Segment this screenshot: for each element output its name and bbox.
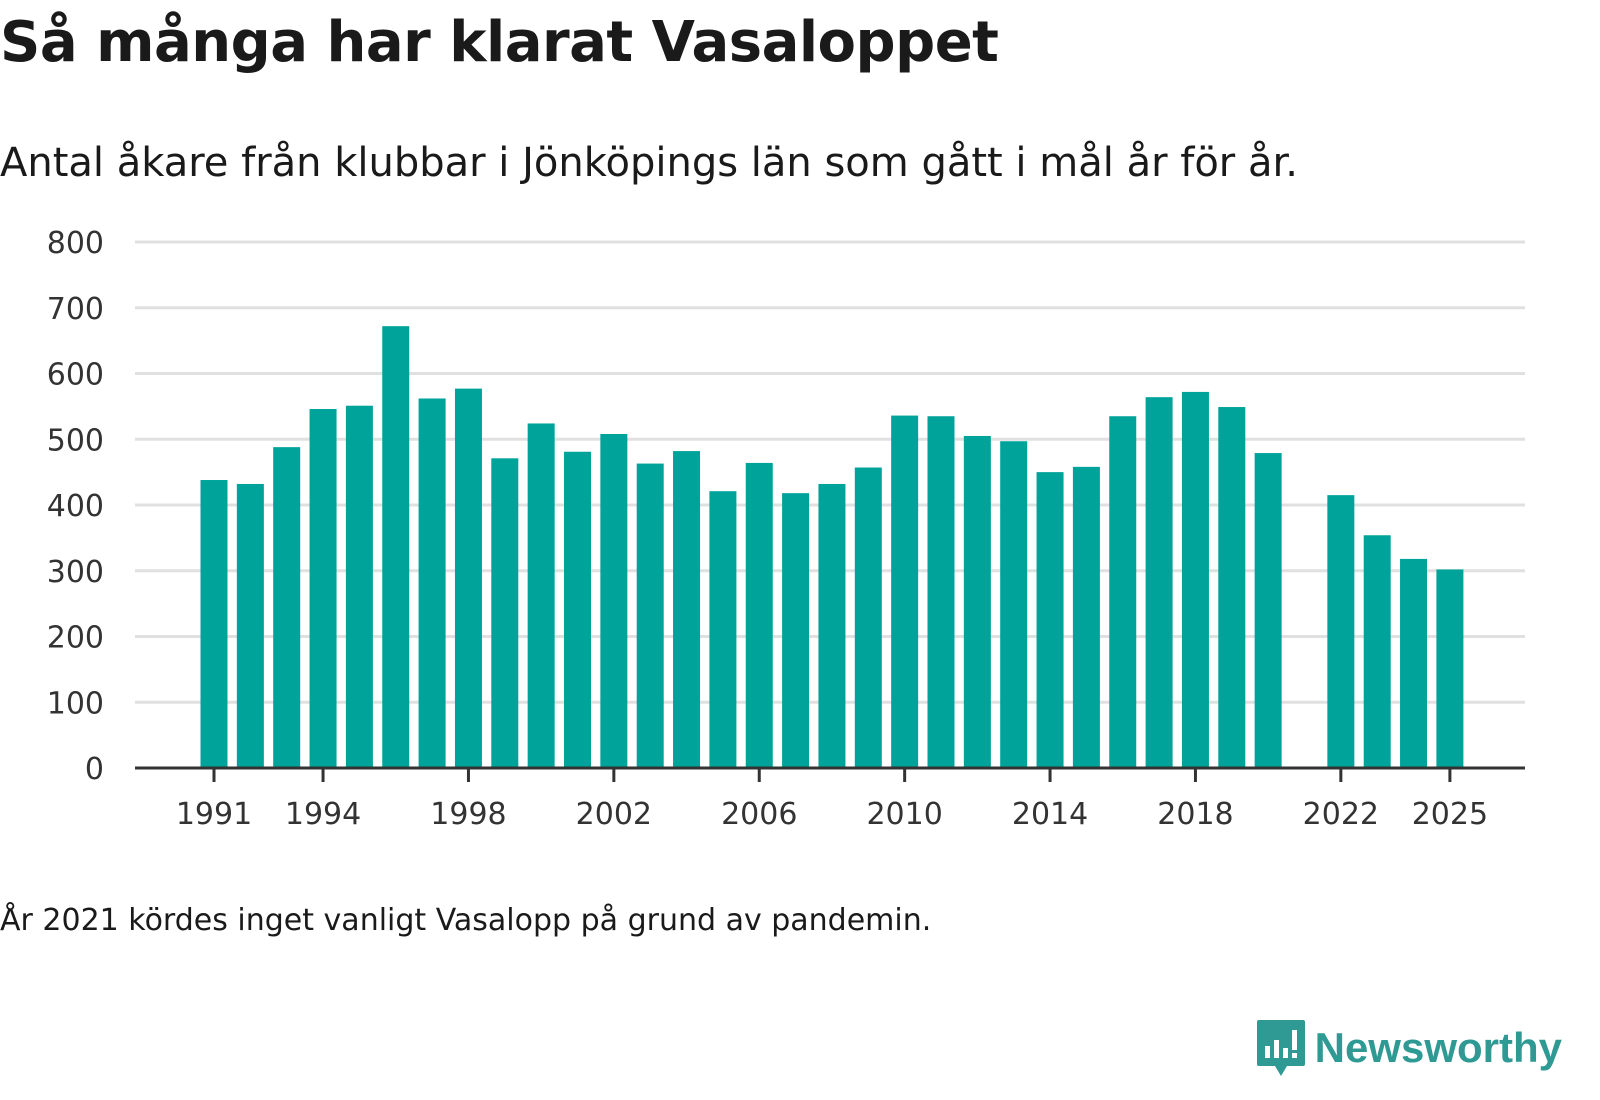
bar-1998 — [454, 388, 482, 768]
bar-2000 — [527, 423, 555, 768]
y-tick-label: 600 — [47, 358, 104, 393]
bar-1994 — [309, 409, 337, 768]
bar-chart: 0 100 200 300 400 500 600 700 800 1991 1994 1998 200… — [47, 226, 1525, 832]
bars — [200, 326, 1464, 768]
bar-1997 — [418, 398, 446, 768]
y-tick-label: 500 — [47, 423, 104, 458]
bar-2005 — [709, 491, 737, 768]
x-tick-label: 2018 — [1157, 797, 1233, 832]
x-tick-label: 1991 — [176, 797, 252, 832]
y-tick-label: 300 — [47, 555, 104, 590]
y-tick-label: 700 — [47, 292, 104, 327]
bar-1999 — [491, 458, 519, 768]
bar-2007 — [782, 493, 810, 768]
bar-2020 — [1254, 453, 1282, 768]
x-tick-label: 1994 — [285, 797, 361, 832]
x-tick-label: 2002 — [576, 797, 652, 832]
y-tick-label: 200 — [47, 621, 104, 656]
bar-2009 — [854, 467, 882, 768]
chart-title: Så många har klarat Vasaloppet — [0, 10, 999, 75]
bar-1992 — [236, 483, 264, 768]
newsworthy-logo-icon — [1256, 1020, 1305, 1076]
bar-2008 — [818, 483, 846, 768]
bar-1995 — [345, 405, 373, 768]
bar-2017 — [1145, 397, 1173, 768]
axes: 0 100 200 300 400 500 600 700 800 1991 1994 1998 200… — [47, 226, 1525, 832]
bar-2022 — [1327, 495, 1355, 768]
y-tick-label: 800 — [47, 226, 104, 261]
bar-2018 — [1181, 391, 1209, 768]
bar-2001 — [564, 451, 591, 768]
bar-1991 — [200, 480, 228, 768]
bar-2006 — [745, 462, 773, 768]
bar-2023 — [1363, 535, 1391, 768]
x-tick-label: 2014 — [1012, 797, 1088, 832]
bar-2014 — [1036, 472, 1064, 768]
y-tick-label: 400 — [47, 489, 104, 524]
chart-subtitle: Antal åkare från klubbar i Jönköpings lä… — [0, 140, 1298, 186]
x-tick-label: 2006 — [721, 797, 797, 832]
x-tick-label: 2022 — [1303, 797, 1379, 832]
bar-2003 — [636, 463, 664, 768]
bar-1996 — [382, 326, 410, 768]
brand-name: Newsworthy — [1314, 1024, 1562, 1071]
x-tick-label: 1998 — [430, 797, 506, 832]
bar-2010 — [891, 415, 919, 768]
bar-2002 — [600, 433, 628, 768]
bar-2004 — [673, 451, 701, 768]
chart-footnote: År 2021 kördes inget vanligt Vasalopp på… — [0, 903, 932, 938]
bar-2015 — [1072, 466, 1100, 768]
bar-2013 — [1000, 441, 1028, 768]
bar-2019 — [1218, 407, 1246, 768]
bar-1993 — [273, 447, 301, 768]
bar-2025 — [1436, 569, 1464, 768]
bar-2011 — [927, 416, 955, 768]
y-tick-label: 100 — [47, 686, 104, 721]
bar-2024 — [1400, 558, 1428, 768]
bar-2012 — [963, 435, 991, 768]
y-tick-label: 0 — [85, 752, 104, 787]
bar-2016 — [1109, 416, 1137, 768]
x-tick-label: 2025 — [1412, 797, 1488, 832]
x-tick-label: 2010 — [866, 797, 942, 832]
newsworthy-brand: Newsworthy — [1255, 1018, 1562, 1078]
